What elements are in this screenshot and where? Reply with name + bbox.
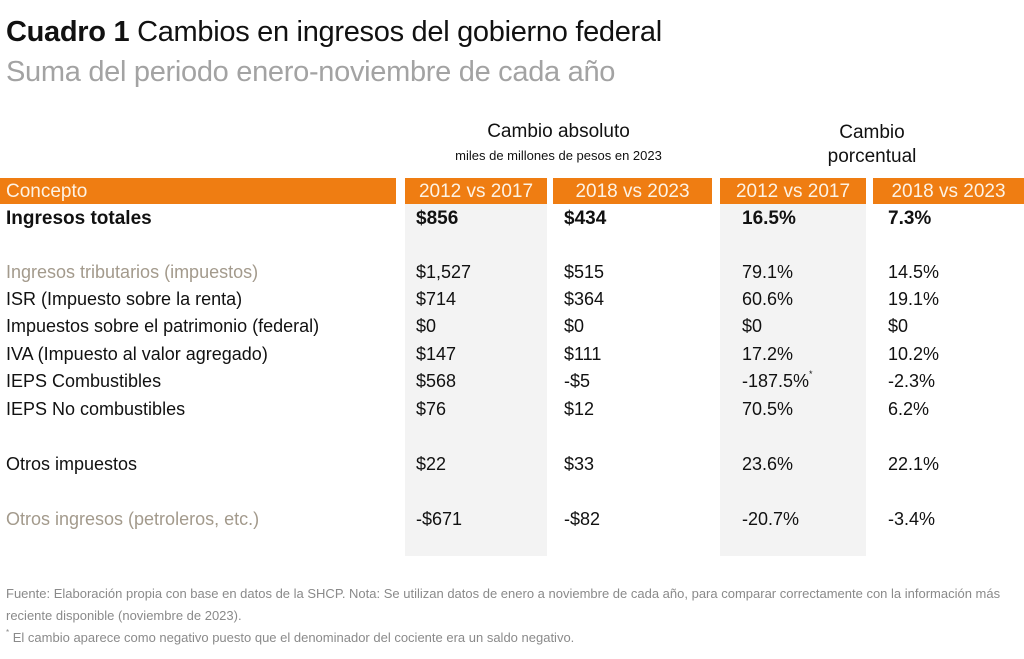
- group-unit-absolute: miles de millones de pesos en 2023: [455, 148, 662, 163]
- cell-pct-2018-2023: 6.2%: [888, 399, 930, 419]
- row-label: IEPS No combustibles: [6, 399, 186, 419]
- table-row-otros-impuestos: Otros impuestos $22 $33 23.6% 22.1%: [0, 451, 1024, 478]
- table-title-text: Cambios en ingresos del gobierno federal: [137, 16, 662, 48]
- cell-pct-2012-2017: -20.7%: [742, 509, 800, 529]
- cell-abs-2012-2017: $568: [416, 371, 457, 391]
- row-label: IVA (Impuesto al valor agregado): [6, 344, 268, 364]
- cell-abs-2018-2023: $12: [564, 399, 595, 419]
- cell-abs-2018-2023: $434: [564, 208, 607, 229]
- row-label: Ingresos tributarios (impuestos): [6, 262, 259, 282]
- cell-pct-2018-2023: -2.3%: [888, 371, 936, 391]
- cell-pct-2012-2017: 70.5%: [742, 399, 794, 419]
- table-row-ingresos-totales: Ingresos totales $856 $434 16.5% 7.3%: [0, 205, 1024, 232]
- cell-abs-2012-2017: $856: [416, 208, 459, 229]
- column-header-concepto: Concepto: [0, 178, 396, 204]
- cell-pct-2012-2017: 60.6%: [742, 289, 794, 309]
- cell-abs-2012-2017: $1,527: [416, 262, 472, 282]
- cell-abs-2018-2023: $0: [564, 316, 585, 336]
- table-number: Cuadro 1: [6, 16, 130, 48]
- footnote-marker: *: [809, 369, 813, 379]
- cell-abs-2012-2017: $22: [416, 454, 447, 474]
- table-row-isr: ISR (Impuesto sobre la renta) $714 $364 …: [0, 286, 1024, 313]
- cell-abs-2012-2017: $147: [416, 344, 457, 364]
- cell-pct-2018-2023: $0: [888, 316, 909, 336]
- cell-pct-2018-2023: 14.5%: [888, 262, 940, 282]
- column-header-abs-2018-2023: 2018 vs 2023: [553, 178, 712, 204]
- row-label: Otros impuestos: [6, 454, 138, 474]
- cell-value: -187.5%: [742, 371, 810, 391]
- group-title-percent-line1: Cambio: [839, 122, 905, 143]
- group-header-absolute: Cambio absoluto miles de millones de pes…: [405, 120, 712, 166]
- table-row-ingresos-tributarios: Ingresos tributarios (impuestos) $1,527 …: [0, 259, 1024, 286]
- source-note: Fuente: Elaboración propia con base en d…: [6, 586, 1001, 623]
- footnote-marker: *: [6, 628, 10, 637]
- cell-pct-2012-2017: -187.5%*: [742, 368, 813, 395]
- cell-pct-2018-2023: 7.3%: [888, 208, 932, 229]
- group-header-percent: Cambio porcentual: [720, 121, 1024, 169]
- cell-pct-2012-2017: 23.6%: [742, 454, 794, 474]
- table-row-iva: IVA (Impuesto al valor agregado) $147 $1…: [0, 341, 1024, 368]
- column-shade-abs-2012-2017: [405, 204, 547, 556]
- row-label: Otros ingresos (petroleros, etc.): [6, 509, 260, 529]
- column-header-abs-2012-2017: 2012 vs 2017: [405, 178, 547, 204]
- table-row-patrimonio: Impuestos sobre el patrimonio (federal) …: [0, 313, 1024, 340]
- row-label: ISR (Impuesto sobre la renta): [6, 289, 243, 309]
- row-label: IEPS Combustibles: [6, 371, 162, 391]
- cell-pct-2012-2017: 17.2%: [742, 344, 794, 364]
- table-row-ieps-combustibles: IEPS Combustibles $568 -$5 -187.5%* -2.3…: [0, 368, 1024, 395]
- cell-pct-2012-2017: $0: [742, 316, 763, 336]
- cell-pct-2018-2023: -3.4%: [888, 509, 936, 529]
- table-row-otros-ingresos: Otros ingresos (petroleros, etc.) -$671 …: [0, 506, 1024, 533]
- cell-abs-2018-2023: $111: [564, 344, 602, 364]
- column-header-pct-2018-2023: 2018 vs 2023: [873, 178, 1024, 204]
- cell-abs-2012-2017: $76: [416, 399, 447, 419]
- row-label: Ingresos totales: [6, 208, 152, 229]
- cell-abs-2018-2023: -$5: [564, 371, 591, 391]
- footnote: * El cambio aparece como negativo puesto…: [6, 627, 1006, 649]
- table-title: Cuadro 1 Cambios en ingresos del gobiern…: [6, 14, 662, 50]
- row-label: Impuestos sobre el patrimonio (federal): [6, 316, 320, 336]
- cell-abs-2018-2023: $515: [564, 262, 605, 282]
- cell-abs-2018-2023: $364: [564, 289, 605, 309]
- table-footer: Fuente: Elaboración propia con base en d…: [6, 583, 1006, 649]
- cell-pct-2012-2017: 16.5%: [742, 208, 796, 229]
- column-shade-pct-2012-2017: [720, 204, 866, 556]
- cell-abs-2012-2017: -$671: [416, 509, 463, 529]
- cell-abs-2018-2023: -$82: [564, 509, 601, 529]
- table-subtitle: Suma del periodo enero-noviembre de cada…: [6, 56, 616, 88]
- group-title-absolute: Cambio absoluto: [487, 121, 630, 142]
- table-row-ieps-no-combustibles: IEPS No combustibles $76 $12 70.5% 6.2%: [0, 396, 1024, 423]
- cell-pct-2018-2023: 10.2%: [888, 344, 940, 364]
- cell-pct-2012-2017: 79.1%: [742, 262, 794, 282]
- cell-abs-2012-2017: $714: [416, 289, 457, 309]
- cell-pct-2018-2023: 22.1%: [888, 454, 940, 474]
- cell-abs-2012-2017: $0: [416, 316, 437, 336]
- column-header-pct-2012-2017: 2012 vs 2017: [720, 178, 866, 204]
- footnote-text: El cambio aparece como negativo puesto q…: [12, 630, 575, 645]
- group-title-percent-line2: porcentual: [827, 146, 917, 167]
- cell-abs-2018-2023: $33: [564, 454, 595, 474]
- cell-pct-2018-2023: 19.1%: [888, 289, 940, 309]
